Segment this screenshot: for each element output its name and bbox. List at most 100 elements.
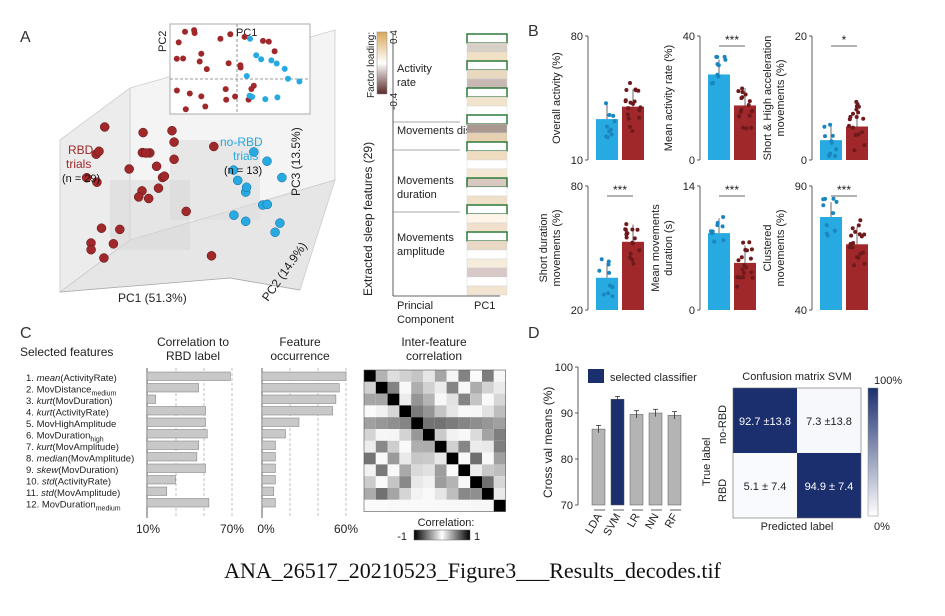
rbd-dot <box>850 245 855 250</box>
matrix-cell <box>364 499 376 512</box>
norbd-dot <box>821 203 826 208</box>
rbd-dot <box>739 255 744 260</box>
y-min-tick: 0 <box>801 155 807 167</box>
rbd-dot <box>626 116 631 121</box>
matrix-cell <box>364 476 376 488</box>
norbd-dot <box>607 270 612 275</box>
norbd-dot <box>831 196 836 201</box>
matrix-cell <box>364 370 376 382</box>
matrix-cell <box>423 464 435 477</box>
rbd-point <box>92 177 102 187</box>
corr-colorbar <box>413 529 471 541</box>
matrix-cell <box>434 499 447 512</box>
corr-bar <box>146 429 208 439</box>
inset-rbd-point <box>198 50 205 57</box>
rbd-dot <box>859 234 864 239</box>
matrix-cell <box>446 393 459 406</box>
classifier-bar-rf <box>667 415 682 506</box>
occurrence-bar <box>261 394 337 404</box>
loading-cell <box>466 231 508 242</box>
matrix-cell <box>470 476 482 488</box>
matrix-cell <box>387 381 400 394</box>
matrix-cell <box>423 499 435 512</box>
pc1-label: PC1 <box>474 300 495 312</box>
figure-caption: ANA_26517_20210523_Figure3___Results_dec… <box>224 558 721 583</box>
matrix-cell <box>493 464 506 477</box>
loading-cell <box>466 141 508 152</box>
norbd-dot <box>607 113 612 117</box>
matrix-cell <box>387 405 400 418</box>
matrix-cell <box>387 393 400 406</box>
classifier-bar-nn <box>648 412 663 506</box>
matrix-cell <box>411 452 423 465</box>
norbd-dot <box>822 124 827 129</box>
rbd-dot <box>853 133 858 137</box>
rbd-bar <box>846 126 868 160</box>
norbd-dot <box>715 62 720 67</box>
rbd-dot <box>630 227 635 232</box>
matrix-cell <box>387 499 400 512</box>
colorbar-title: Factor loading: <box>366 32 377 98</box>
matrix-cell <box>458 405 471 418</box>
matrix-cell <box>446 381 459 394</box>
matrix-cell <box>434 370 447 382</box>
rbd-point <box>169 154 179 165</box>
norbd-dot <box>605 135 610 140</box>
corr-bar <box>146 383 199 393</box>
rbd-point <box>96 223 107 233</box>
y-axis-label: Overall activity (%) <box>551 52 563 144</box>
cm-value-br: 94.9 ± 7.4 <box>805 481 854 493</box>
matrix-cell <box>434 464 447 477</box>
matrix-cell <box>434 381 447 394</box>
loading-cell <box>466 69 508 80</box>
loading-cell <box>466 105 508 116</box>
y-axis-label: Short & High acceleration <box>762 36 774 161</box>
inset-norbd-point <box>273 60 280 67</box>
rbd-dot <box>748 256 753 261</box>
rbd-dot <box>749 247 754 252</box>
corr-bar <box>146 475 176 485</box>
rbd-n: (n = 29) <box>62 173 100 185</box>
matrix-cell <box>399 440 412 453</box>
inset-rbd-point <box>237 64 244 71</box>
rbd-point <box>99 122 110 132</box>
matrix-cell <box>364 405 376 418</box>
corr-bar <box>146 486 168 496</box>
rbd-point <box>133 192 144 202</box>
matrix-cell <box>446 405 459 418</box>
corr-axis-max: 70% <box>220 522 244 536</box>
rbd-dot <box>627 124 632 129</box>
matrix-cell <box>482 476 494 488</box>
loading-ylabel: Extracted sleep features (29) <box>361 142 375 296</box>
norbd-point <box>262 156 272 166</box>
matrix-cell <box>364 464 376 477</box>
rbd-dot <box>849 233 854 238</box>
panel-d-letter: D <box>528 325 540 342</box>
classifier-bar-svm <box>610 398 625 506</box>
cm-cell-bl <box>733 453 797 518</box>
rbd-dot <box>637 248 642 253</box>
inter-feature-matrix <box>363 369 506 512</box>
principal-line2: Component <box>397 314 454 326</box>
norbd-point <box>240 216 251 227</box>
inter-title-2: correlation <box>406 349 462 363</box>
norbd-dot <box>833 154 838 158</box>
rbd-point <box>143 193 154 204</box>
rbd-bar <box>734 262 756 310</box>
inset-norbd-point <box>281 65 288 72</box>
rbd-dot <box>744 265 749 270</box>
y-axis-label: movements (%) <box>775 209 787 286</box>
panel-d: selected classifier Cross val means (%) … <box>541 362 902 538</box>
rbd-dot <box>854 107 859 112</box>
matrix-cell <box>470 417 482 429</box>
norbd-dot <box>606 259 611 264</box>
occurrence-bar <box>261 371 347 381</box>
feature-item: 5. MovHighAmplitude <box>26 419 116 430</box>
matrix-cell <box>375 417 388 429</box>
corr-bar <box>146 371 231 381</box>
rbd-point <box>167 125 177 136</box>
matrix-cell <box>364 429 376 441</box>
norbd-dot <box>604 101 608 106</box>
rbd-point <box>169 137 179 147</box>
y-min-tick: 20 <box>571 305 583 317</box>
